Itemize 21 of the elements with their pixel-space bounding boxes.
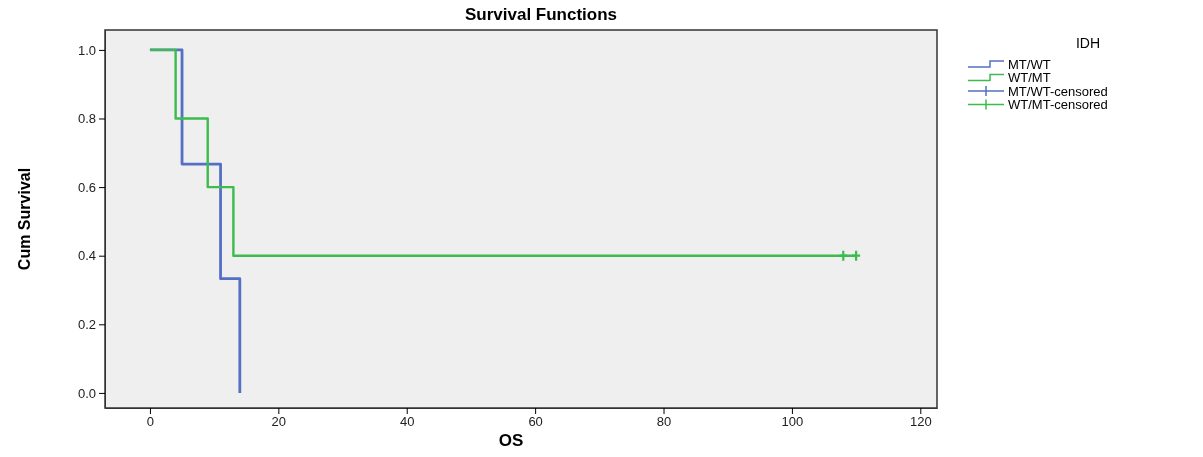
- legend-label: MT/WT: [1008, 56, 1051, 72]
- y-tick-label: 0.4: [77, 248, 96, 264]
- x-tick-label: 80: [656, 414, 672, 430]
- chart-title: Survival Functions: [464, 5, 618, 24]
- x-tick-label: 100: [781, 414, 804, 430]
- y-axis-title: Cum Survival: [16, 167, 33, 271]
- legend-label: WT/MT-censored: [1008, 97, 1108, 112]
- x-tick-label: 120: [909, 414, 932, 430]
- y-tick-label: 0.6: [77, 179, 96, 195]
- y-tick-label: 0.8: [77, 111, 96, 127]
- x-tick-label: 0: [146, 414, 155, 430]
- y-tick-label: 0.2: [77, 316, 96, 332]
- x-tick-label: 20: [271, 414, 287, 430]
- x-tick-label: 60: [528, 414, 543, 430]
- x-axis-title: OS: [498, 431, 524, 450]
- legend-label: MT/WT-censored: [1008, 83, 1108, 99]
- legend-label: WT/MT: [1008, 70, 1051, 85]
- legend-title: IDH: [1075, 35, 1101, 51]
- y-tick-label: 1.0: [77, 42, 96, 58]
- y-tick-label: 0.0: [77, 385, 96, 401]
- x-tick-label: 40: [399, 414, 415, 430]
